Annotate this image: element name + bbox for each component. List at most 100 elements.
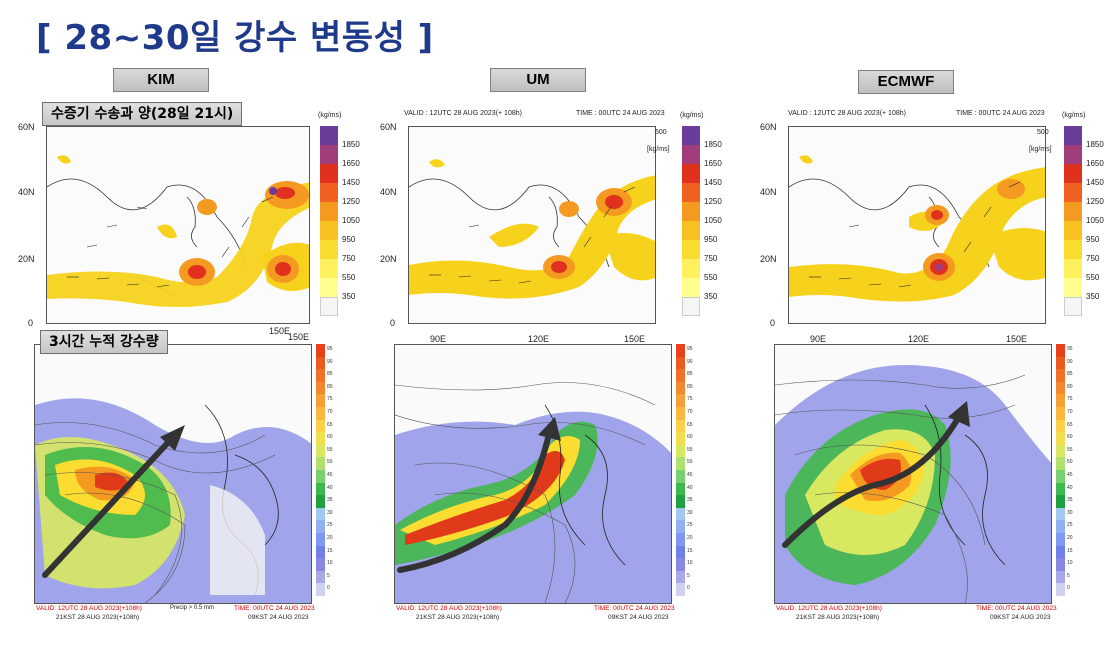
lon-label: 90E (430, 334, 447, 344)
precip-colorbar-label: 80 (1067, 383, 1073, 390)
precip-colorbar-cell (676, 356, 685, 370)
precip-colorbar-cell (316, 482, 325, 496)
precip-colorbar-cell (316, 394, 325, 407)
colorbar-cell (682, 164, 700, 183)
precip-colorbar-label: 55 (687, 446, 693, 453)
um-top-header-left: VALID : 12UTC 28 AUG 2023(+ 108h) (404, 110, 522, 117)
arrow-ref-unit: [kg/ms] (647, 146, 670, 153)
row-label-transport: 수증기 수송과 양(28일 21시) (42, 102, 243, 126)
arrow-ref-value: 500 (1037, 129, 1049, 136)
lat-label: 20N (380, 254, 397, 264)
precip-colorbar-label: 15 (687, 547, 693, 554)
precip-colorbar-label: 20 (1067, 535, 1073, 541)
precip-colorbar-label: 80 (327, 383, 333, 390)
colorbar-cell (1064, 164, 1082, 183)
colorbar-cell (320, 126, 338, 145)
precip-colorbar-label: 10 (687, 560, 693, 567)
precip-colorbar-label: 85 (327, 371, 333, 378)
colorbar-label: 1050 (1086, 216, 1104, 225)
precip-colorbar-label: 55 (1067, 446, 1073, 453)
precip-colorbar-cell (1056, 406, 1065, 420)
init-time-kst: 09KST 24 AUG 2023 (248, 614, 309, 621)
precip-colorbar-cell (316, 469, 325, 483)
precip-colorbar-label: 65 (327, 421, 333, 428)
colorbar-cell (682, 126, 700, 145)
precip-colorbar-cell (316, 570, 325, 584)
colorbar-cell (1064, 278, 1082, 297)
valid-time-utc: VALID: 12UTC 28 AUG 2023(+108h) (776, 605, 882, 612)
precip-colorbar-cell (676, 570, 685, 584)
colorbar-cell (1064, 297, 1082, 316)
colorbar-label: 750 (1086, 254, 1100, 263)
precip-colorbar-label: 50 (327, 459, 333, 466)
lat-label: 60N (760, 122, 777, 132)
precip-colorbar-cell (676, 344, 685, 357)
colorbar-label: 550 (1086, 273, 1100, 282)
init-time-utc: TIME: 00UTC 24 AUG 2023 (976, 605, 1057, 612)
precip-colorbar-cell (676, 444, 685, 458)
precip-colorbar-cell (676, 482, 685, 496)
lon-label: 90E (810, 334, 827, 344)
precip-colorbar-label: 25 (1067, 522, 1073, 529)
ecmwf-transport-map (788, 126, 1046, 324)
colorbar-label: 950 (704, 235, 718, 244)
precip-colorbar-label: 5 (1067, 572, 1070, 579)
colorbar-cell (320, 221, 338, 240)
precip-colorbar-cell (1056, 381, 1065, 395)
precip-colorbar-label: 40 (1067, 484, 1073, 491)
precip-field (775, 345, 1051, 603)
slide-title: [ 28~30일 강수 변동성 ] (36, 18, 434, 58)
colorbar-unit: (kg/ms) (680, 112, 704, 119)
colorbar-label: 950 (342, 235, 356, 244)
precip-colorbar-label: 30 (327, 509, 333, 516)
lat-label: 40N (760, 187, 777, 197)
precip-colorbar-label: 75 (687, 396, 693, 403)
colorbar-label: 550 (342, 273, 356, 282)
init-time-kst: 09KST 24 AUG 2023 (990, 614, 1051, 621)
precip-colorbar-label: 5 (327, 572, 330, 579)
colorbar-label: 1250 (704, 197, 722, 206)
lon-label: 150E (1006, 334, 1028, 344)
kim-precip-map (34, 344, 312, 604)
precip-colorbar-cell (1056, 545, 1065, 559)
moisture-axis-arrow (782, 401, 970, 548)
colorbar-cell (1064, 202, 1082, 221)
precip-colorbar-cell (676, 495, 685, 508)
precip-colorbar-label: 90 (327, 358, 333, 365)
colorbar-label: 1450 (704, 178, 722, 187)
precip-colorbar-cell (316, 432, 325, 445)
precip-colorbar-label: 75 (1067, 396, 1073, 403)
lon-label: 120E (908, 334, 930, 344)
valid-time-utc: VALID: 12UTC 28 AUG 2023(+108h) (36, 605, 142, 612)
precip-colorbar-cell (316, 507, 325, 521)
colorbar-cell (1064, 240, 1082, 259)
lat-label: 40N (18, 187, 35, 197)
colorbar-cell (682, 183, 700, 202)
ecmwf-precip-map (774, 344, 1052, 604)
ecmwf-transport-panel: VALID : 12UTC 28 AUG 2023(+ 108h) TIME :… (756, 104, 1096, 328)
precip-colorbar-label: 60 (327, 434, 333, 441)
precip-colorbar-label: 70 (1067, 409, 1073, 415)
init-time-utc: TIME: 00UTC 24 AUG 2023 (234, 605, 315, 612)
precip-colorbar-label: 45 (687, 472, 693, 478)
kim-transport-colorbar: (kg/ms) 1850 1650 1450 1250 1050 950 750 550 350 (318, 112, 360, 322)
precip-field (35, 345, 311, 603)
precip-colorbar-cell (316, 406, 325, 420)
precip-colorbar-cell (1056, 558, 1065, 571)
precip-colorbar-cell (676, 583, 685, 596)
colorbar-cell (320, 183, 338, 202)
um-transport-panel: VALID : 12UTC 28 AUG 2023(+ 108h) TIME :… (376, 104, 716, 328)
precip-colorbar-cell (676, 558, 685, 571)
precip-colorbar-cell (676, 406, 685, 420)
precip-colorbar-cell (1056, 520, 1065, 533)
lat-label: 0 (390, 318, 396, 328)
precip-colorbar-cell (316, 520, 325, 533)
colorbar-cell (1064, 183, 1082, 202)
valid-time-utc: VALID: 12UTC 28 AUG 2023(+108h) (396, 605, 502, 612)
precip-colorbar-label: 35 (1067, 497, 1073, 504)
precip-colorbar-label: 70 (687, 409, 693, 415)
precip-colorbar-cell (316, 381, 325, 395)
colorbar-cell (320, 240, 338, 259)
precip-colorbar-cell (316, 419, 325, 433)
valid-time-kst: 21KST 28 AUG 2023(+108h) (56, 614, 140, 621)
